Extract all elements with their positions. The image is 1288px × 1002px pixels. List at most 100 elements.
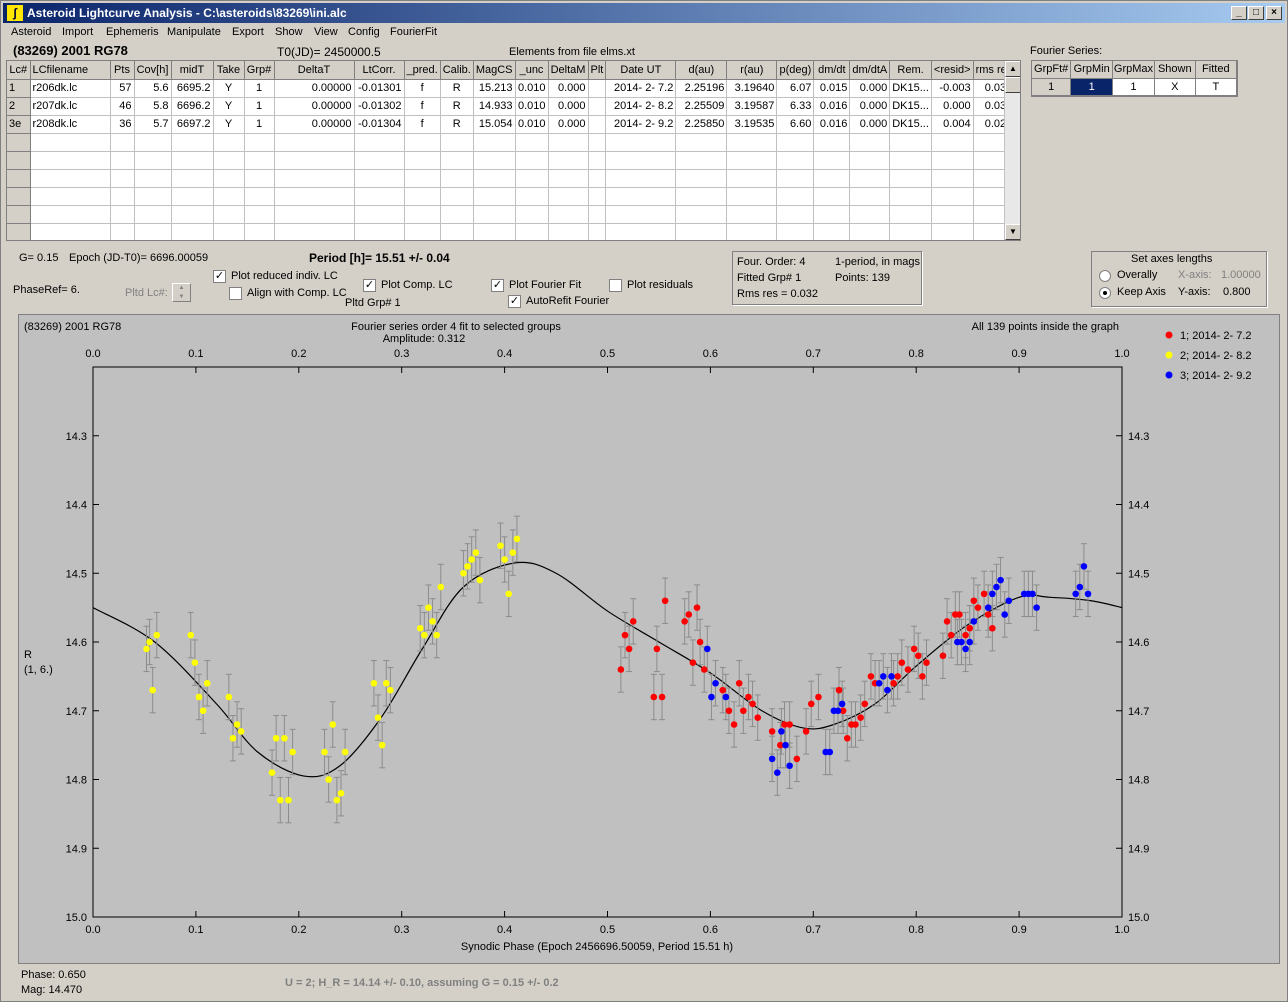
table-cell[interactable]	[931, 187, 974, 206]
table-row[interactable]: 3e r208dk.lc 36 5.7 6697.2 Y 1 0.00000 -0.01304 f…	[7, 115, 1016, 134]
table-cell[interactable]	[515, 223, 549, 240]
col-header[interactable]: Calib.	[440, 61, 474, 80]
table-cell[interactable]: R	[440, 115, 474, 134]
close-button[interactable]: ×	[1266, 6, 1282, 20]
menu-import[interactable]: Import	[62, 26, 94, 38]
table-cell[interactable]	[588, 133, 607, 152]
table-scrollbar[interactable]: ▲ ▼	[1004, 61, 1020, 240]
table-cell[interactable]: 0.00000	[274, 97, 355, 116]
table-cell[interactable]	[134, 223, 172, 240]
table-cell[interactable]	[274, 223, 355, 240]
table-cell[interactable]: 2014- 2- 8.2	[605, 97, 677, 116]
table-cell[interactable]: Y	[213, 79, 245, 98]
col-header[interactable]: GrpMax	[1112, 61, 1155, 79]
table-cell[interactable]	[588, 205, 607, 224]
table-cell[interactable]	[588, 223, 607, 240]
y-axis-value[interactable]: 0.800	[1223, 286, 1251, 298]
table-cell[interactable]: 6.33	[776, 97, 815, 116]
table-cell[interactable]	[110, 151, 135, 170]
table-cell[interactable]	[274, 133, 355, 152]
table-cell[interactable]	[354, 169, 405, 188]
col-header[interactable]: midT	[171, 61, 214, 80]
row-header[interactable]	[7, 169, 31, 188]
table-cell[interactable]	[473, 187, 516, 206]
table-cell[interactable]	[404, 223, 441, 240]
table-cell[interactable]	[588, 187, 607, 206]
table-cell[interactable]	[171, 133, 214, 152]
table-cell[interactable]	[30, 133, 111, 152]
table-cell[interactable]	[548, 151, 589, 170]
table-cell[interactable]	[515, 133, 549, 152]
pltd-lc-spinner[interactable]: ▲ ▼	[172, 283, 191, 302]
table-cell[interactable]	[548, 133, 589, 152]
overally-radio[interactable]	[1099, 270, 1111, 282]
maximize-button[interactable]: □	[1248, 6, 1264, 20]
table-cell[interactable]: 15.054	[473, 115, 516, 134]
table-cell[interactable]	[548, 187, 589, 206]
menu-view[interactable]: View	[314, 26, 338, 38]
table-row[interactable]	[7, 151, 1016, 170]
table-cell[interactable]: 2014- 2- 7.2	[605, 79, 677, 98]
col-header[interactable]: Rem.	[889, 61, 932, 80]
table-cell[interactable]	[473, 133, 516, 152]
col-header[interactable]: Date UT	[605, 61, 677, 80]
plot-reduced-checkbox[interactable]: ✓	[213, 270, 226, 283]
table-row[interactable]	[7, 169, 1016, 188]
plot-fourier-checkbox[interactable]: ✓	[491, 279, 504, 292]
table-cell[interactable]	[134, 133, 172, 152]
table-cell[interactable]	[440, 205, 474, 224]
table-cell[interactable]: 0.016	[813, 115, 851, 134]
table-cell[interactable]: -0.01304	[354, 115, 405, 134]
table-cell[interactable]	[605, 223, 677, 240]
table-cell[interactable]	[244, 133, 275, 152]
menu-manipulate[interactable]: Manipulate	[167, 26, 221, 38]
table-cell[interactable]: 0.010	[515, 115, 549, 134]
table-row[interactable]	[7, 187, 1016, 206]
table-cell[interactable]	[213, 205, 245, 224]
table-cell[interactable]: 2.25509	[675, 97, 728, 116]
table-cell[interactable]	[849, 187, 891, 206]
table-cell[interactable]: 14.933	[473, 97, 516, 116]
table-cell[interactable]: DK15...	[889, 79, 932, 98]
table-cell[interactable]	[776, 169, 815, 188]
table-cell[interactable]	[515, 169, 549, 188]
table-cell[interactable]: f	[404, 115, 441, 134]
table-row[interactable]	[7, 205, 1016, 224]
table-cell[interactable]	[473, 151, 516, 170]
row-header[interactable]	[7, 205, 31, 224]
table-cell[interactable]: r207dk.lc	[30, 97, 111, 116]
table-cell[interactable]	[110, 223, 135, 240]
lightcurve-plot[interactable]: 0.0 0.0 0.1 0.1 0.2 0.2 0.3 0.3 0.4 0.4 0.5 0.5 0.6 0…	[18, 314, 1280, 964]
table-cell[interactable]: f	[404, 97, 441, 116]
table-cell[interactable]	[213, 187, 245, 206]
col-header[interactable]: dm/dt	[813, 61, 851, 80]
table-cell[interactable]: 5.6	[134, 79, 172, 98]
table-cell[interactable]: 2.25196	[675, 79, 728, 98]
table-cell[interactable]	[813, 169, 851, 188]
table-cell[interactable]: 5.8	[134, 97, 172, 116]
table-cell[interactable]	[889, 187, 932, 206]
table-cell[interactable]	[515, 151, 549, 170]
table-cell[interactable]: -0.01301	[354, 79, 405, 98]
col-header[interactable]: <resid>	[931, 61, 974, 80]
table-cell[interactable]: f	[404, 79, 441, 98]
table-cell[interactable]	[726, 151, 778, 170]
plot-residuals-label[interactable]: Plot residuals	[627, 279, 694, 291]
table-cell[interactable]	[440, 187, 474, 206]
table-cell[interactable]	[588, 169, 607, 188]
table-cell[interactable]	[889, 133, 932, 152]
table-cell[interactable]	[605, 151, 677, 170]
col-header[interactable]: Cov[h]	[134, 61, 172, 80]
col-header[interactable]: Grp#	[244, 61, 275, 80]
table-cell[interactable]: 1	[244, 115, 275, 134]
table-cell[interactable]	[244, 169, 275, 188]
table-cell[interactable]: 1	[244, 97, 275, 116]
table-cell[interactable]	[404, 187, 441, 206]
align-comp-checkbox[interactable]	[229, 287, 242, 300]
table-cell[interactable]	[110, 133, 135, 152]
table-cell[interactable]	[404, 151, 441, 170]
table-cell[interactable]	[30, 205, 111, 224]
menu-export[interactable]: Export	[232, 26, 264, 38]
table-cell[interactable]	[274, 187, 355, 206]
table-cell[interactable]	[134, 187, 172, 206]
